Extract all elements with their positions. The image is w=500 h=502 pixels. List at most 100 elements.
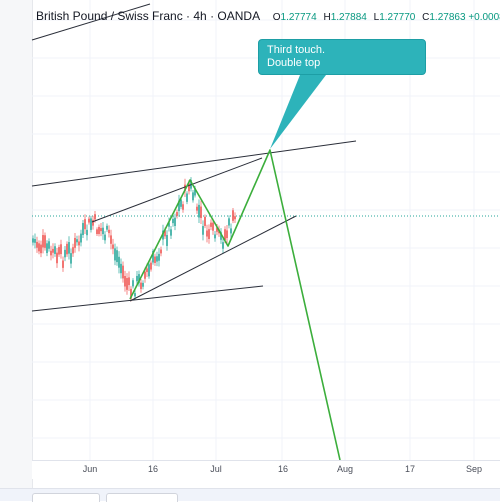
candle-body bbox=[40, 244, 42, 254]
candle-body bbox=[136, 275, 138, 282]
time-tick: Jul bbox=[210, 464, 222, 474]
candle-body bbox=[72, 247, 74, 254]
candle-body bbox=[96, 229, 98, 234]
candle-body bbox=[98, 226, 100, 234]
candle-body bbox=[120, 263, 122, 274]
candle-body bbox=[110, 235, 112, 244]
candle-body bbox=[106, 225, 108, 230]
candle-body bbox=[224, 229, 226, 241]
time-axis[interactable]: Jun 16 Jul 16 Aug 17 Sep bbox=[32, 460, 500, 479]
symbol-title[interactable]: British Pound / Swiss Franc · 4h · OANDA bbox=[36, 9, 260, 23]
candle-body bbox=[126, 278, 128, 290]
candle-body bbox=[76, 239, 78, 243]
candle-body bbox=[208, 229, 210, 239]
candle-body bbox=[160, 249, 162, 254]
candle-body bbox=[188, 183, 190, 192]
time-tick: Jun bbox=[82, 464, 98, 474]
callout-line-2: Double top bbox=[267, 57, 321, 69]
candle-body bbox=[230, 228, 232, 234]
candle-body bbox=[146, 268, 148, 273]
candle-body bbox=[132, 280, 134, 287]
ohlc-open-value: 1.27774 bbox=[280, 12, 317, 23]
trendline-rising-upper[interactable] bbox=[91, 157, 263, 223]
candle-body bbox=[46, 243, 48, 254]
time-tick: 17 bbox=[404, 464, 416, 474]
candle-body bbox=[70, 253, 72, 264]
candle-body bbox=[138, 274, 140, 284]
candle-body bbox=[62, 260, 64, 268]
candle-body bbox=[64, 249, 66, 258]
time-tick: Sep bbox=[465, 464, 483, 474]
candle-body bbox=[200, 206, 202, 218]
candle-body bbox=[144, 271, 146, 279]
ohlc-readout: O1.27774 H1.27884 L1.27770 C1.27863 +0.0… bbox=[269, 12, 500, 23]
candle-body bbox=[204, 216, 206, 226]
candle-body bbox=[152, 250, 154, 263]
trendlines[interactable] bbox=[31, 3, 357, 312]
bottom-tab[interactable] bbox=[32, 493, 100, 502]
ohlc-low-key: L bbox=[373, 12, 380, 23]
candle-body bbox=[206, 230, 208, 237]
trendline-upper-channel[interactable] bbox=[31, 140, 357, 187]
candle-body bbox=[158, 253, 160, 261]
symbol-header[interactable]: British Pound / Swiss Franc · 4h · OANDA… bbox=[36, 7, 500, 25]
ohlc-high-key: H bbox=[323, 12, 331, 23]
ohlc-open-key: O bbox=[272, 12, 281, 23]
candle-body bbox=[58, 247, 60, 255]
candles bbox=[32, 177, 236, 302]
candle-body bbox=[228, 218, 230, 226]
candle-body bbox=[122, 265, 124, 279]
candle-body bbox=[226, 230, 228, 239]
candle-body bbox=[196, 206, 198, 211]
candle-body bbox=[92, 219, 94, 226]
bottom-tab[interactable] bbox=[106, 493, 178, 502]
candle-body bbox=[94, 214, 96, 220]
candle-body bbox=[34, 239, 36, 243]
candle-body bbox=[52, 248, 54, 253]
candle-body bbox=[192, 192, 194, 201]
candle-body bbox=[134, 293, 136, 297]
candle-body bbox=[186, 193, 188, 202]
candle-body bbox=[74, 237, 76, 248]
candle-body bbox=[128, 277, 130, 286]
time-tick: 16 bbox=[147, 464, 159, 474]
candle-body bbox=[234, 216, 236, 220]
candle-body bbox=[66, 243, 68, 255]
candle-body bbox=[88, 218, 90, 223]
candle-body bbox=[104, 234, 106, 241]
candle-body bbox=[150, 262, 152, 270]
time-tick: 16 bbox=[277, 464, 289, 474]
candle-body bbox=[142, 282, 144, 287]
candle-body bbox=[182, 204, 184, 210]
ohlc-change: +0.00089 (+ bbox=[468, 12, 500, 23]
left-toolbar-edge bbox=[0, 0, 33, 488]
candle-body bbox=[116, 250, 118, 263]
candle-body bbox=[214, 234, 216, 239]
candle-body bbox=[86, 229, 88, 236]
candle-body bbox=[212, 222, 214, 231]
candle-body bbox=[80, 233, 82, 243]
candle-body bbox=[174, 217, 176, 227]
trendline-top-left[interactable] bbox=[31, 3, 151, 41]
chart-area[interactable]: British Pound / Swiss Franc · 4h · OANDA… bbox=[0, 0, 500, 461]
candle-body bbox=[232, 210, 234, 221]
candle-body bbox=[148, 264, 150, 277]
candle-body bbox=[156, 256, 158, 262]
projection-path[interactable] bbox=[129, 149, 341, 461]
callout-note[interactable]: Third touch. Double top bbox=[258, 39, 426, 75]
time-tick: Aug bbox=[336, 464, 354, 474]
trendline-rising-lower[interactable] bbox=[129, 215, 297, 302]
candle-body bbox=[90, 218, 92, 230]
ohlc-close-key: C bbox=[422, 12, 430, 23]
candle-body bbox=[48, 241, 50, 249]
candle-body bbox=[54, 246, 56, 254]
candle-body bbox=[42, 235, 44, 248]
trendline-lower-channel[interactable] bbox=[31, 285, 264, 312]
candle-body bbox=[178, 200, 180, 212]
candle-body bbox=[172, 218, 174, 224]
candle-body bbox=[60, 244, 62, 255]
candle-body bbox=[194, 187, 196, 196]
ohlc-high-value: 1.27884 bbox=[330, 12, 367, 23]
candle-body bbox=[124, 275, 126, 287]
candle-body bbox=[198, 204, 200, 218]
